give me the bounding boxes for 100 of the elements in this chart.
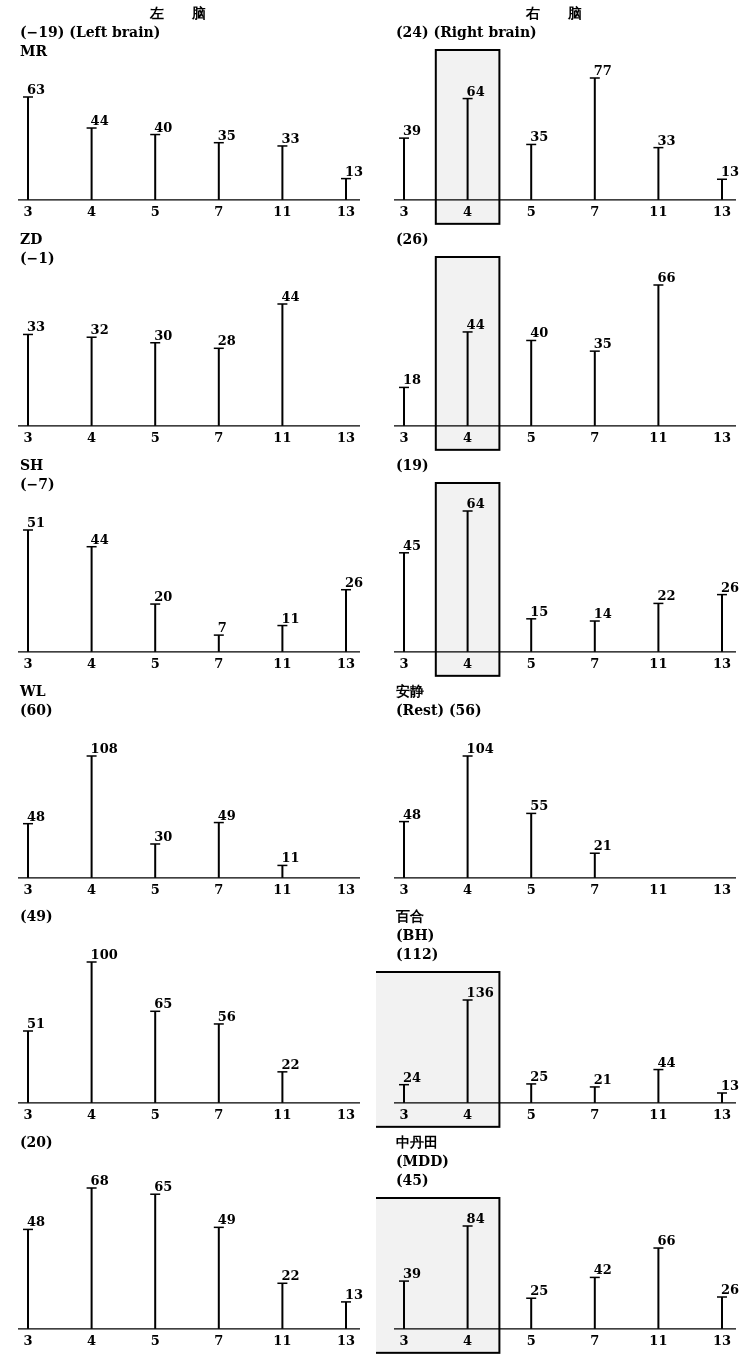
x-tick-label: 13 [712,1107,732,1123]
chart-subtitle: (−7) [20,475,55,492]
x-tick-label: 5 [150,1107,160,1123]
data-label: 68 [90,1173,109,1189]
chart-title: 中丹田 [396,1134,438,1151]
x-tick-label: 11 [273,1332,292,1348]
data-label: 40 [530,325,549,341]
chart-subtitle: (−19) (Left brain) [20,24,161,40]
data-label: 35 [593,335,612,351]
data-label: 26 [721,1282,740,1298]
x-tick-label: 7 [214,655,224,671]
x-tick-label: 4 [87,881,97,897]
x-tick-label: 13 [712,655,732,671]
x-tick-label: 13 [336,203,356,219]
data-label: 13 [345,163,364,179]
data-label: 18 [403,372,422,388]
text: MR [20,43,48,59]
data-label: 22 [281,1057,300,1073]
data-label: 65 [154,996,173,1012]
x-tick-label: 4 [463,429,473,445]
data-label: 56 [217,1009,236,1025]
x-tick-label: 11 [649,429,668,445]
x-tick-label: 5 [526,655,536,671]
data-label: 22 [281,1268,300,1284]
x-tick-label: 3 [23,429,33,445]
x-tick-label: 7 [214,1107,224,1123]
data-label: 44 [466,316,485,332]
x-tick-label: 11 [273,203,292,219]
data-label: 77 [593,63,612,78]
data-label: 20 [154,588,173,604]
chart-subtitle: (26) [396,230,429,247]
data-label: 51 [27,1016,46,1032]
data-label: 26 [345,574,364,590]
data-label: 13 [721,1078,740,1094]
x-tick-label: 13 [712,203,732,219]
data-label: 108 [90,740,118,756]
data-label: 45 [403,537,422,553]
data-label: 33 [657,132,676,148]
x-tick-label: 11 [649,1332,668,1348]
x-tick-label: 7 [590,881,600,897]
x-tick-label: 3 [23,1332,33,1348]
x-tick-label: 4 [463,655,473,671]
data-label: 42 [593,1262,612,1278]
data-label: 65 [154,1179,173,1195]
x-tick-label: 5 [526,203,536,219]
data-label: 33 [281,130,300,146]
data-label: 33 [27,319,46,335]
x-tick-label: 3 [399,881,409,897]
x-tick-label: 11 [273,655,292,671]
data-label: 25 [530,1069,549,1085]
x-tick-label: 5 [150,881,160,897]
x-tick-label: 11 [273,881,292,897]
chart-title: 左 脑 [149,5,206,21]
data-label: 44 [281,288,300,304]
x-tick-label: 13 [336,429,356,445]
text: (45) [396,1172,429,1189]
data-label: 39 [403,123,422,139]
data-label: 136 [466,985,494,1001]
data-label: 44 [90,531,109,547]
x-tick-label: 7 [590,655,600,671]
x-tick-label: 3 [23,881,33,897]
data-label: 26 [721,579,740,595]
data-label: 35 [217,127,236,143]
data-label: 48 [27,808,46,824]
x-tick-label: 4 [87,655,97,671]
chart-title: ZD [20,230,43,247]
data-label: 100 [90,947,118,963]
chart-title: SH [20,456,44,473]
x-tick-label: 3 [399,1107,409,1123]
x-tick-label: 11 [273,1107,292,1123]
x-tick-label: 4 [87,1107,97,1123]
data-label: 14 [593,605,612,621]
data-label: 64 [466,83,485,99]
chart-subtitle: (MDD) [396,1153,449,1170]
x-tick-label: 13 [712,429,732,445]
data-label: 49 [217,1212,236,1228]
x-tick-label: 4 [463,1332,473,1348]
x-tick-label: 11 [649,881,668,897]
data-label: 63 [27,82,46,97]
data-label: 40 [154,119,173,135]
x-tick-label: 4 [463,1107,473,1123]
x-tick-label: 4 [87,429,97,445]
chart-subtitle: (60) [20,701,53,718]
text: (112) [396,946,439,963]
x-tick-label: 3 [23,655,33,671]
x-tick-label: 11 [649,203,668,219]
data-label: 24 [403,1070,422,1086]
x-tick-label: 7 [590,203,600,219]
x-tick-label: 7 [214,203,224,219]
data-label: 28 [217,333,236,349]
x-tick-label: 13 [336,881,356,897]
x-tick-label: 3 [23,203,33,219]
x-tick-label: 4 [87,203,97,219]
x-tick-label: 4 [87,1332,97,1348]
chart-subtitle: (Rest) (56) [396,701,482,718]
x-tick-label: 11 [273,429,292,445]
x-tick-label: 7 [590,1332,600,1348]
x-tick-label: 5 [526,1332,536,1348]
x-tick-label: 13 [336,655,356,671]
x-tick-label: 4 [463,881,473,897]
